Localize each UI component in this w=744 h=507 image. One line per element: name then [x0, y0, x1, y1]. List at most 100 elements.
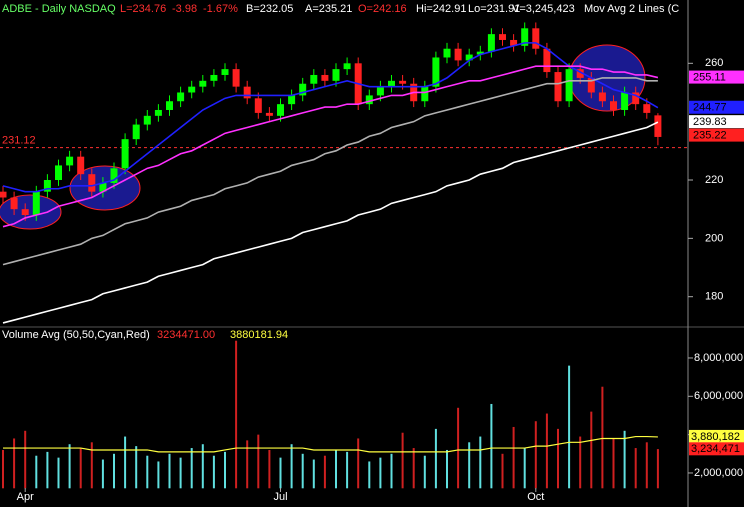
volume-bar	[212, 455, 215, 489]
volume-bar	[179, 457, 182, 489]
candle-body	[188, 86, 196, 93]
legend-text: 3234471.00	[157, 329, 215, 341]
volume-bar	[46, 451, 49, 489]
candle-body	[421, 86, 429, 102]
volume-bar	[124, 436, 127, 489]
candle-body	[221, 69, 229, 75]
volume-bar	[401, 432, 404, 489]
candle-body	[88, 174, 96, 192]
header-text: L=234.76	[120, 3, 166, 15]
volume-bar	[346, 451, 349, 489]
volume-bar	[35, 455, 38, 489]
volume-bar	[579, 436, 582, 489]
candle-body	[332, 69, 340, 81]
price-flag-label: 239.83	[693, 116, 727, 128]
header-text: Lo=231.91	[468, 3, 520, 15]
header-text: ADBE - Daily NASDAQ	[2, 3, 116, 15]
volume-bar	[590, 411, 593, 489]
candle-body	[454, 48, 462, 61]
candle-body	[110, 168, 118, 183]
volume-bar	[656, 449, 659, 489]
volume-bar	[568, 365, 571, 489]
candle-body	[154, 109, 162, 116]
volume-bar	[290, 444, 293, 489]
y-tick-label: 200	[705, 232, 723, 244]
candle-body	[210, 74, 218, 81]
moving-average	[2, 77, 658, 266]
candle-body	[532, 28, 540, 49]
header-text: Mov Avg 2 Lines (C	[584, 3, 679, 15]
candle-body	[499, 34, 506, 40]
volume-bar	[501, 453, 504, 489]
price-flag	[689, 100, 744, 114]
y-tick-label: 180	[705, 291, 723, 303]
y-tick-label: 8,000,000	[694, 352, 743, 364]
price-flag	[689, 128, 744, 142]
candle-body	[265, 112, 273, 116]
candle-body	[77, 156, 85, 175]
moving-average	[2, 42, 659, 193]
candle-body	[388, 80, 395, 87]
highlight-ellipse	[0, 194, 62, 230]
header-text: B=232.05	[246, 3, 293, 15]
volume-bar	[645, 442, 648, 489]
candle-body	[432, 57, 440, 87]
volume-bar	[534, 421, 537, 489]
price-flag-label: 255.11	[693, 71, 726, 83]
header-text: -3.98	[172, 3, 197, 15]
volume-bar	[301, 453, 304, 489]
volume-bar	[168, 453, 171, 489]
volume-bar	[2, 449, 4, 489]
volume-bar	[101, 459, 104, 489]
volume-bar	[357, 438, 360, 489]
candle-body	[177, 92, 185, 102]
volume-bar	[512, 426, 515, 489]
candle-body	[643, 104, 651, 113]
candle-body	[443, 48, 451, 58]
volume-bar	[157, 461, 160, 489]
price-flag-label: 244.77	[693, 102, 727, 114]
candle-body	[166, 101, 173, 110]
volume-bar	[601, 386, 604, 489]
y-tick-label: 6,000,000	[694, 390, 743, 402]
volume-average	[3, 435, 658, 453]
volume-bar	[257, 434, 260, 489]
volume-bar	[268, 449, 271, 489]
candle-body	[310, 74, 318, 84]
candle-body	[254, 98, 262, 113]
volume-bar	[279, 457, 282, 489]
candle-body	[10, 197, 18, 210]
volume-bar	[557, 428, 559, 489]
volume-bar	[68, 444, 71, 489]
candle-body	[510, 39, 518, 46]
candle-body	[587, 77, 595, 93]
candle-body	[365, 95, 373, 105]
header-text: Hi=242.91	[416, 3, 466, 15]
volume-flag-label: 3,234,471	[691, 443, 740, 455]
candle-body	[343, 63, 351, 70]
volume-bar	[79, 448, 82, 489]
y-tick-label: 260	[705, 57, 723, 69]
candle-body	[288, 95, 296, 105]
candle-body	[621, 92, 629, 110]
candle-body	[243, 86, 251, 99]
candle-body	[654, 115, 662, 137]
candle-body	[598, 92, 606, 102]
price-flag	[689, 115, 744, 129]
volume-bar	[368, 461, 371, 489]
x-tick-label: Apr	[17, 491, 34, 503]
candle-body	[55, 165, 62, 181]
volume-bar	[523, 448, 526, 489]
volume-bar	[612, 438, 615, 489]
header-text: A=235.21	[305, 3, 352, 15]
header-text: V=3,245,423	[512, 3, 575, 15]
volume-bar	[623, 430, 626, 489]
candle-body	[399, 80, 407, 84]
volume-flag-label: 3,880,182	[691, 431, 740, 443]
candle-body	[66, 156, 74, 166]
volume-bar	[24, 430, 27, 489]
volume-bar	[545, 413, 548, 489]
candle-body	[487, 34, 495, 52]
volume-bar	[190, 448, 193, 489]
candle-body	[299, 83, 307, 96]
